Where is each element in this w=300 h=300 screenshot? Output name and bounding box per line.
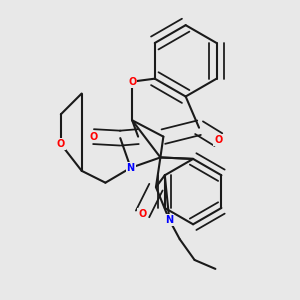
Text: O: O [89, 132, 98, 142]
Text: O: O [128, 76, 136, 87]
Text: O: O [57, 139, 65, 149]
Text: O: O [138, 209, 147, 219]
Text: O: O [214, 135, 223, 145]
Text: N: N [165, 215, 173, 225]
Text: N: N [127, 163, 135, 173]
